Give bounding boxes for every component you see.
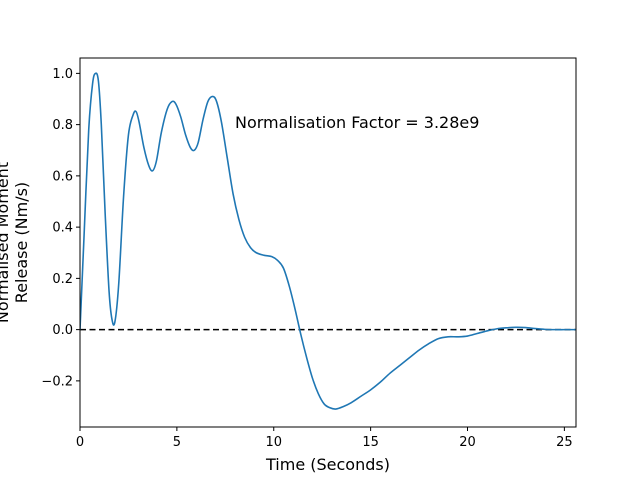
x-axis: 0 5 10 15 20 25 [76,427,573,450]
y-axis-label-line-2: Release (Nm/s) [12,182,31,303]
plot-area [80,72,576,410]
series-line-0 [80,72,576,410]
y-tick-label: 1.0 [52,67,73,82]
x-axis-label: Time (Seconds) [265,455,390,474]
y-axis: −0.2 0.0 0.2 0.4 0.6 0.8 1.0 [41,67,80,389]
x-tick-label: 10 [265,435,282,450]
x-tick-label: 15 [362,435,379,450]
x-tick-label: 0 [76,435,84,450]
x-tick-label: 20 [459,435,476,450]
y-tick-label: 0.4 [52,221,73,236]
axes-frame [79,57,577,428]
x-tick-label: 5 [173,435,181,450]
y-tick-label: 0.2 [52,272,73,287]
y-tick-label: 0.6 [52,169,73,184]
y-axis-label-line-1: Normalised Moment [0,162,12,323]
x-tick-label: 25 [556,435,573,450]
annotation-text: Normalisation Factor = 3.28e9 [235,113,479,132]
y-tick-label: 0.0 [52,323,73,338]
y-tick-label: 0.8 [52,118,73,133]
y-tick-label: −0.2 [41,374,73,389]
